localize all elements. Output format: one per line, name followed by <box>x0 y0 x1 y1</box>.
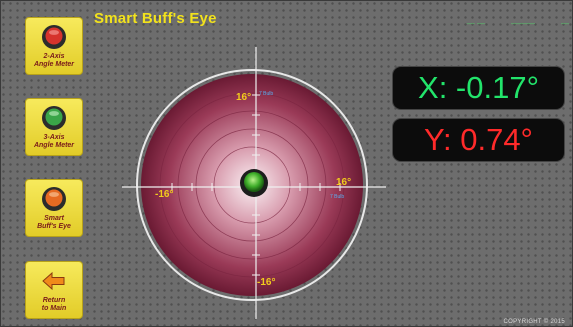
top-sub-label: 7 Bulb <box>259 91 273 97</box>
right-sub-label: 7 Bulb <box>330 194 344 200</box>
nav-button-3-axis[interactable]: 3-Axis Angle Meter <box>25 98 83 156</box>
outer-ring <box>136 69 368 301</box>
tick-marks <box>171 94 341 276</box>
nav-label: 2-Axis Angle Meter <box>33 53 75 68</box>
status-item-3: — <box>561 19 569 28</box>
app-title: Smart Buff's Eye <box>94 10 217 27</box>
concentric-rings <box>159 92 345 278</box>
status-item-1: — — <box>466 19 485 28</box>
orange-button-icon <box>42 187 66 211</box>
red-button-icon <box>42 25 66 49</box>
left-arrow-icon <box>42 271 65 291</box>
bullseye-target: 16° 7 Bulb -16° -16° 16° 7 Bulb <box>122 47 386 319</box>
nav-label: Return to Main <box>41 297 67 312</box>
bottom-limit-label: -16° <box>257 277 275 288</box>
top-status: — — ——— — <box>467 19 569 28</box>
nav-label: 3-Axis Angle Meter <box>33 134 75 149</box>
nav-button-return-to-main[interactable]: Return to Main <box>25 261 83 319</box>
left-limit-label: -16° <box>155 189 173 200</box>
copyright-text: COPYRIGHT © 2015 <box>503 319 565 325</box>
top-limit-label: 16° <box>236 92 251 103</box>
nav-button-2-axis[interactable]: 2-Axis Angle Meter <box>25 17 83 75</box>
nav-button-smart-buffs-eye[interactable]: Smart Buff's Eye <box>25 179 83 237</box>
y-angle-readout: Y: 0.74° <box>392 118 565 162</box>
nav-label: Smart Buff's Eye <box>37 215 71 230</box>
status-item-2: ——— <box>511 19 535 28</box>
green-button-icon <box>42 106 66 130</box>
x-angle-readout: X: -0.17° <box>392 66 565 110</box>
right-limit-label: 16° <box>336 177 351 188</box>
level-bubble <box>244 172 264 192</box>
